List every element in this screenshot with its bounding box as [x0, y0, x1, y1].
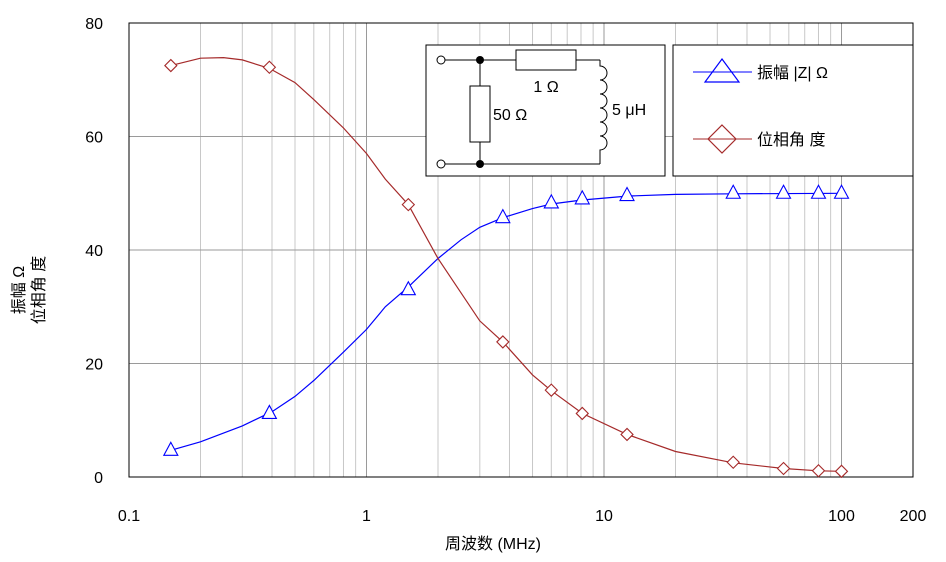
legend-label-amplitude: 振幅 |Z| Ω — [757, 64, 828, 82]
resistor-1-ohm — [515, 49, 577, 71]
x-axis-title: 周波数 (MHz) — [445, 535, 541, 553]
data-point-amplitude — [619, 186, 635, 202]
series — [162, 56, 850, 479]
y-axis-title-line1: 振幅 Ω — [10, 266, 28, 314]
data-point-phase — [811, 463, 826, 478]
data-point-amplitude — [725, 184, 742, 199]
terminal-top — [436, 55, 446, 65]
data-point-phase — [776, 461, 791, 476]
y-tick-label: 80 — [85, 16, 103, 33]
legend-marker-amplitude — [703, 57, 741, 83]
circuit-inset: 1 Ω 5 μH 50 Ω — [425, 44, 666, 177]
axes: 0 20 40 60 80 0.1 1 10 100 200 — [85, 16, 926, 525]
data-point-amplitude — [833, 184, 850, 199]
data-point-amplitude — [162, 441, 179, 456]
data-point-phase — [834, 464, 849, 479]
resistor-50-ohm — [469, 85, 491, 143]
data-point-phase — [496, 335, 510, 349]
data-point-amplitude — [400, 280, 417, 296]
label-5-uh: 5 μH — [612, 102, 646, 119]
data-point-phase — [401, 197, 416, 212]
data-point-phase — [620, 427, 634, 442]
data-point-amplitude — [775, 184, 792, 199]
data-point-amplitude — [261, 404, 278, 419]
legend-label-phase: 位相角 度 — [757, 131, 825, 149]
series-line-phase — [170, 56, 842, 472]
y-tick-label: 40 — [85, 243, 103, 260]
data-point-amplitude — [574, 189, 591, 205]
legend-frame — [672, 44, 914, 177]
x-tick-label: 200 — [900, 508, 927, 525]
data-point-phase — [726, 455, 740, 470]
y-tick-label: 20 — [85, 357, 103, 374]
data-point-phase — [575, 406, 590, 421]
label-1-ohm: 1 Ω — [533, 79, 558, 96]
data-point-phase — [262, 60, 277, 75]
data-point-phase — [544, 383, 559, 397]
inductor-5-uh — [599, 60, 608, 164]
label-50-ohm: 50 Ω — [493, 107, 527, 124]
y-tick-label: 60 — [85, 130, 103, 147]
x-tick-label: 10 — [595, 508, 613, 525]
data-point-amplitude — [810, 184, 827, 199]
plot-area-frame — [128, 22, 914, 478]
legend-marker-phase — [707, 124, 737, 154]
y-axis-title-line2: 位相角 度 — [30, 256, 48, 324]
terminal-bottom — [436, 159, 446, 169]
x-tick-label: 0.1 — [118, 508, 140, 525]
data-point-amplitude — [494, 208, 511, 224]
y-tick-label: 0 — [94, 470, 103, 487]
legend: 振幅 |Z| Ω 位相角 度 — [672, 44, 914, 177]
x-tick-label: 1 — [362, 508, 371, 525]
data-point-phase — [164, 58, 178, 73]
x-tick-label: 100 — [828, 508, 855, 525]
data-point-amplitude — [543, 193, 560, 209]
